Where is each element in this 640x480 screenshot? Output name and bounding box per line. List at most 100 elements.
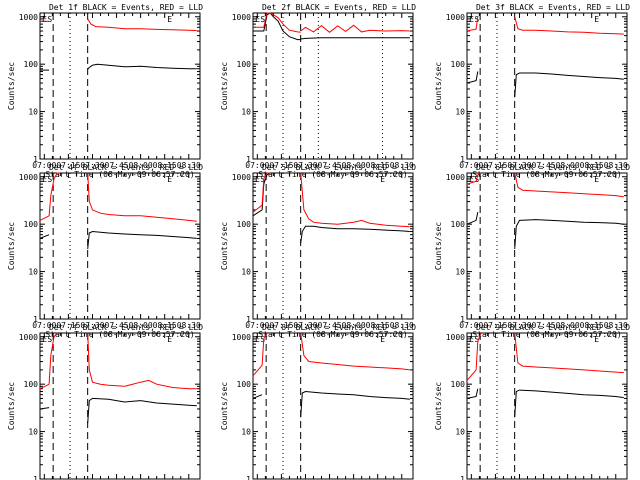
marker-E-label: E [380,335,385,344]
marker-E-label: E [255,175,260,184]
x-tick-label: 07:30 [293,161,317,170]
marker-S-label: S [260,335,265,344]
y-tick-label: 1 [33,155,38,164]
lld-series-line [514,16,624,35]
marker-S-label: S [47,175,52,184]
lld-series-line [466,16,479,32]
x-tick-label: 08:15 [366,321,390,330]
plot-title: Det 2f BLACK = Events, RED = LLD [262,3,416,12]
y-tick-label: 1000 [446,13,465,22]
lld-series-line [87,18,197,32]
marker-E-label: E [469,15,474,24]
events-series-line [466,211,479,225]
x-tick-label: 08:30 [390,321,414,330]
y-tick-label: 1 [33,475,38,480]
y-tick-label: 1000 [232,173,251,182]
plot-title: Det 1f BLACK = Events, RED = LLD [49,3,203,12]
lld-series-line [87,172,197,222]
x-tick-label: 08:15 [580,321,604,330]
x-tick-label: 08:00 [556,161,580,170]
marker-E-label: E [469,335,474,344]
x-tick-label: 08:00 [342,161,366,170]
plot-frame [252,172,414,320]
x-tick-label: 08:30 [177,321,201,330]
x-tick-label: 07:30 [80,321,104,330]
marker-S-label: S [47,15,52,24]
plot-frame [466,12,628,160]
marker-E-label: E [167,15,172,24]
plot-frame [466,172,628,320]
detector-plot-2: Det 2f BLACK = Events, RED = LLD 1 10 100 10… [220,3,416,179]
lld-series-line [39,172,61,221]
events-series-line [87,63,197,70]
events-series-line [466,71,479,84]
lld-series-line [300,24,410,33]
y-tick-label: 100 [451,220,466,229]
y-axis-label: Counts/sec [220,222,229,270]
detector-plot-5: Det 5f BLACK = Events, RED = LLD 1 10 100 10… [220,163,416,339]
y-tick-label: 1000 [19,173,38,182]
x-tick-label: 08:15 [366,161,390,170]
x-tick-label: 07:45 [532,321,556,330]
detector-plot-4: Det 4f BLACK = Events, RED = LLD 1 10 100 10… [7,163,203,339]
events-series-line [300,390,410,418]
detector-plot-9: Det 9f BLACK = Events, RED = LLD 1 10 100 10… [434,323,630,480]
x-tick-label: 07:00 [32,321,56,330]
x-tick-label: 08:00 [342,321,366,330]
marker-S-label: S [474,335,479,344]
y-tick-label: 1000 [19,333,38,342]
y-tick-label: 100 [24,60,39,69]
y-axis-label: Counts/sec [7,222,16,270]
x-tick-label: 08:00 [129,161,153,170]
x-tick-label: 07:00 [245,321,269,330]
marker-S-label: S [260,15,265,24]
x-tick-label: 07:45 [105,321,129,330]
x-tick-label: 08:00 [556,321,580,330]
x-tick-label: 07:00 [459,161,483,170]
y-axis-label: Counts/sec [434,382,443,430]
x-axis-label: Start Time (08-May-09 06:57:20) [258,330,407,339]
x-tick-label: 08:30 [177,161,201,170]
x-tick-label: 07:30 [507,161,531,170]
marker-S-label: S [260,175,265,184]
plot-frame [466,332,628,480]
x-tick-label: 08:15 [153,161,177,170]
y-tick-label: 1000 [232,13,251,22]
y-axis-label: Counts/sec [434,222,443,270]
x-tick-label: 07:00 [459,321,483,330]
y-tick-label: 10 [455,268,465,277]
events-series-line [252,394,263,399]
x-tick-label: 08:15 [580,161,604,170]
detector-plot-1: Det 1f BLACK = Events, RED = LLD 1 10 100 10… [7,3,203,179]
events-series-line [514,72,624,98]
y-tick-label: 1000 [446,173,465,182]
marker-E-label: E [167,335,172,344]
x-tick-label: 08:30 [604,161,628,170]
detector-plot-3: Det 3f BLACK = Events, RED = LLD 1 10 100 10… [434,3,630,179]
y-tick-label: 10 [28,108,38,117]
events-series-line [514,219,624,250]
x-tick-label: 07:45 [105,161,129,170]
y-tick-label: 10 [241,108,251,117]
x-tick-label: 08:00 [129,321,153,330]
events-series-line [87,230,197,250]
y-tick-label: 10 [241,268,251,277]
x-tick-label: 07:00 [245,161,269,170]
y-axis-label: Counts/sec [7,382,16,430]
y-tick-label: 10 [241,428,251,437]
events-series-line [39,234,50,239]
x-tick-label: 07:30 [293,321,317,330]
y-axis-label: Counts/sec [220,382,229,430]
x-tick-label: 07:45 [532,161,556,170]
x-tick-label: 07:30 [80,161,104,170]
y-axis-label: Counts/sec [7,62,16,110]
x-tick-label: 07:15 [483,161,507,170]
y-tick-label: 1000 [19,13,38,22]
marker-S-label: S [47,335,52,344]
marker-E-label: E [167,175,172,184]
y-axis-label: Counts/sec [220,62,229,110]
plot-title: Det 7f BLACK = Events, RED = LLD [49,323,203,332]
x-tick-label: 07:15 [269,161,293,170]
x-tick-label: 07:15 [56,161,80,170]
lld-series-line [39,332,58,390]
